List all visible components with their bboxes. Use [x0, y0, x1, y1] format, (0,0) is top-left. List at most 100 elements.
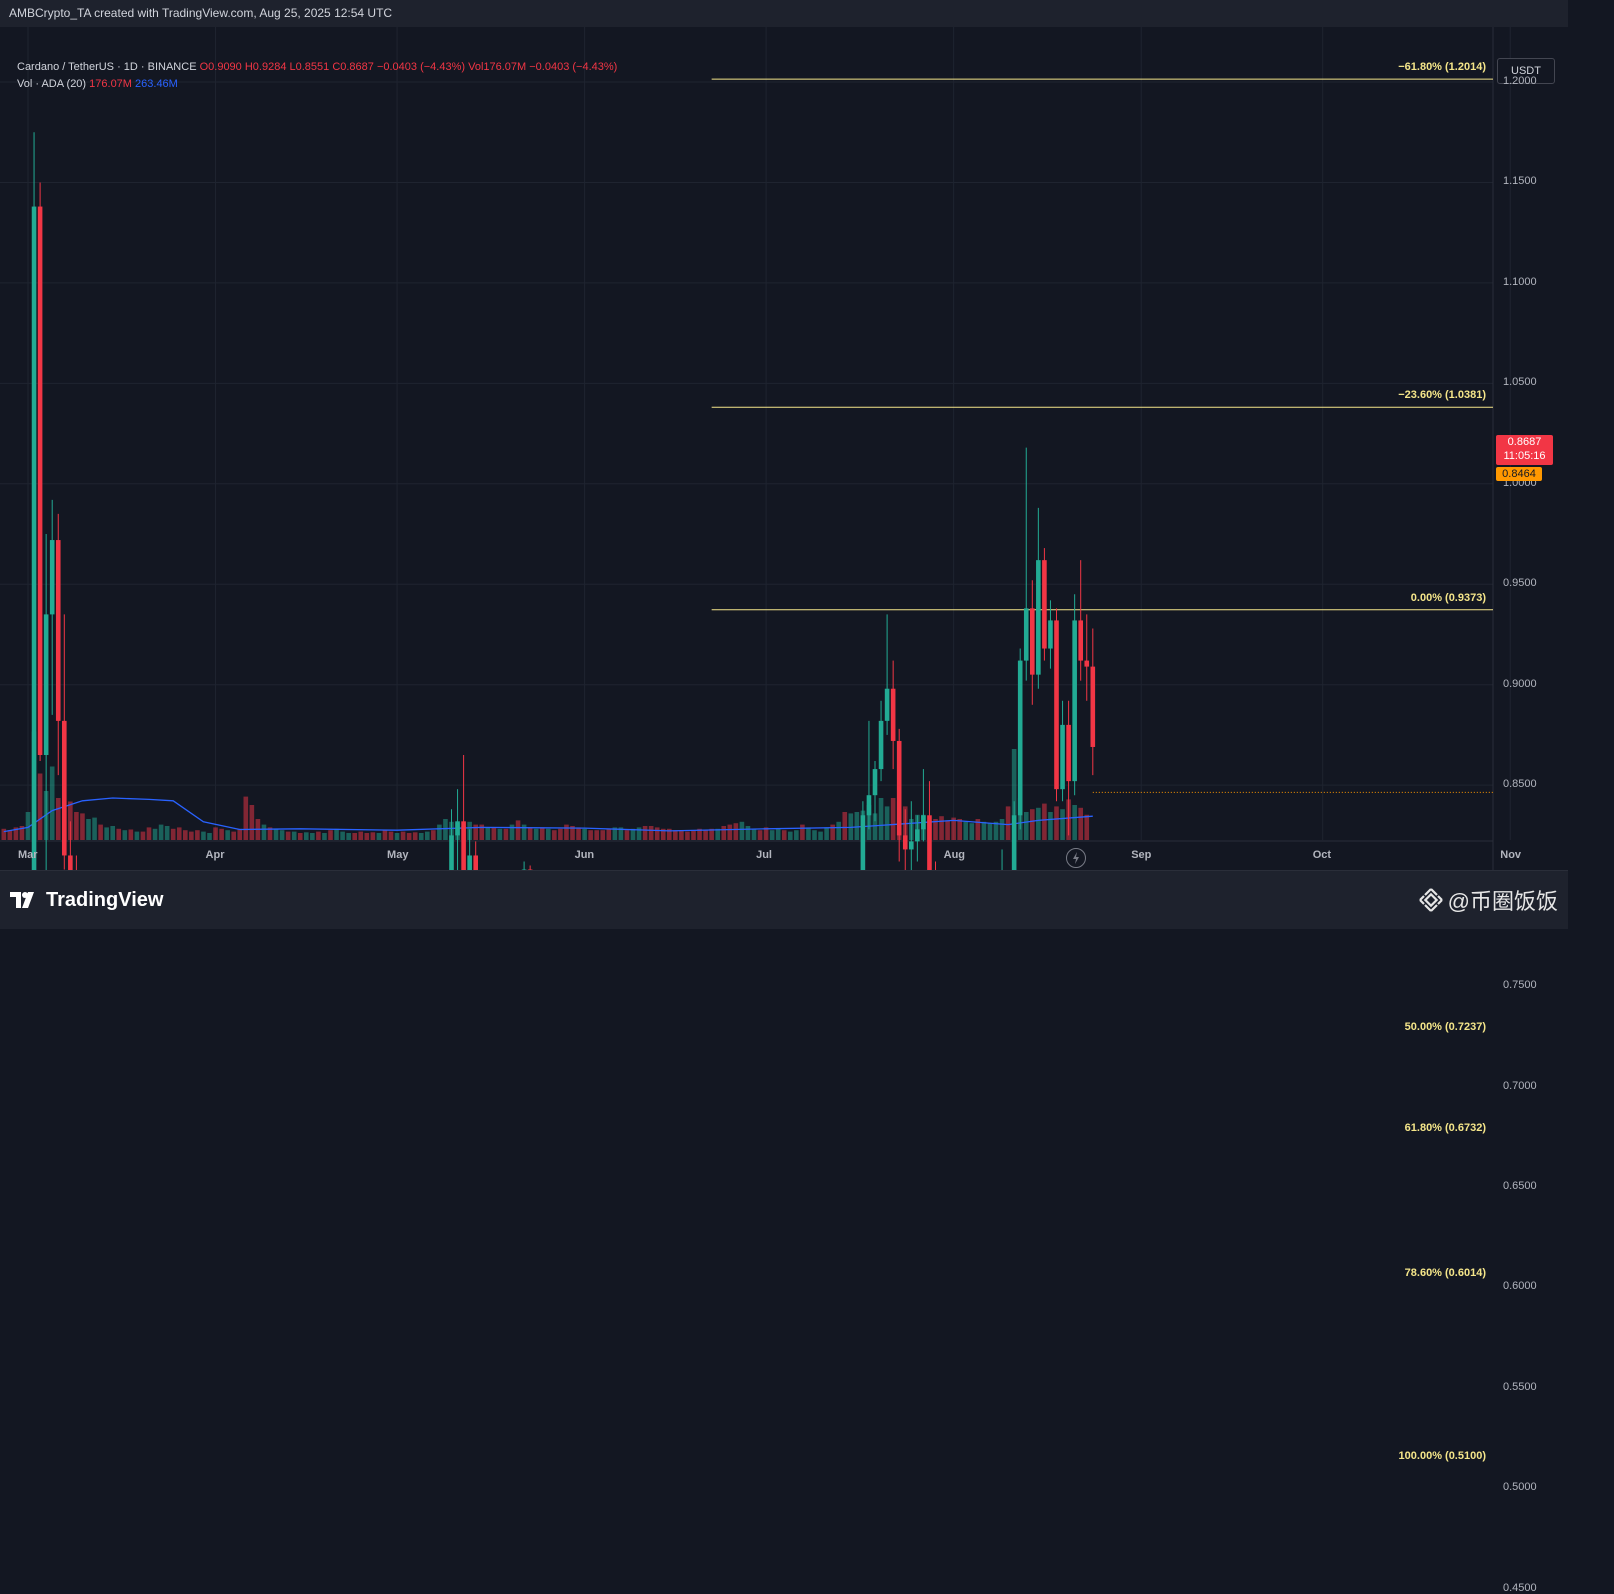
volume-bar — [939, 816, 944, 840]
candle-body — [461, 821, 466, 870]
volume-bar — [945, 820, 950, 840]
legend-volume-label[interactable]: Vol · ADA (20) — [17, 78, 86, 90]
volume-bar — [8, 830, 13, 840]
candle-body — [885, 689, 890, 721]
price-tick-label: 1.2000 — [1503, 75, 1537, 87]
volume-bar — [1024, 812, 1029, 840]
candle — [897, 729, 902, 862]
volume-bar — [728, 825, 733, 840]
binance-diamond-icon — [1418, 887, 1444, 913]
volume-bar — [116, 829, 121, 840]
candle-body — [927, 815, 932, 870]
volume-bar — [407, 833, 412, 840]
candle-body — [1091, 667, 1096, 747]
volume-bar — [552, 830, 557, 840]
volume-bar — [153, 829, 158, 840]
volume-bar — [594, 830, 599, 840]
volume-bar — [213, 827, 218, 840]
tradingview-logo[interactable]: TradingView — [10, 887, 163, 913]
candle — [1036, 508, 1041, 689]
candle-body — [1066, 725, 1071, 781]
volume-bar — [885, 806, 890, 840]
price-tick-label: 1.1000 — [1503, 276, 1537, 288]
fib-label: 100.00% (0.5100) — [1399, 1450, 1486, 1462]
time-tick-label: Jun — [575, 849, 595, 861]
volume-bar — [776, 829, 781, 840]
volume-bar — [183, 830, 188, 840]
volume-bar — [564, 825, 569, 840]
candle — [473, 841, 478, 870]
time-tick-label: Mar — [18, 849, 38, 861]
fib-label: 61.80% (0.6732) — [1405, 1122, 1486, 1134]
volume-bar — [746, 826, 751, 840]
fib-label: 50.00% (0.7237) — [1405, 1021, 1486, 1033]
candle-body — [861, 815, 866, 870]
candle — [885, 614, 890, 735]
volume-bar — [437, 825, 442, 840]
candles — [2, 132, 1096, 870]
legend-symbol[interactable]: Cardano / TetherUS · 1D · BINANCE — [17, 61, 197, 73]
volume-bar — [830, 825, 835, 840]
volume-bar — [401, 832, 406, 840]
volume-bar — [419, 833, 424, 840]
volume-bar — [492, 827, 497, 840]
candle-body — [921, 815, 926, 829]
candle — [1030, 580, 1035, 705]
time-tick-label: Aug — [944, 849, 965, 861]
candle-body — [50, 540, 55, 614]
chart-canvas[interactable] — [0, 27, 1568, 870]
candle-body — [467, 855, 472, 870]
legend-volume-value: 176.07M — [89, 78, 132, 90]
volume-bar — [1072, 805, 1077, 840]
volume-bar — [721, 826, 726, 840]
volume-bar — [141, 832, 146, 840]
volume-bar — [171, 829, 176, 840]
candle — [933, 861, 938, 870]
volume-bar — [818, 832, 823, 840]
volume-bar — [244, 797, 249, 840]
volume-bar — [879, 798, 884, 840]
legend-symbol-row: Cardano / TetherUS · 1D · BINANCE O0.909… — [17, 61, 617, 73]
candle-body — [1072, 620, 1077, 781]
volume-bar — [782, 830, 787, 840]
volume-bar — [280, 830, 285, 840]
volume-bar — [431, 830, 436, 840]
volume-bar — [298, 833, 303, 840]
volume-bar — [824, 827, 829, 840]
replay-bolt-icon[interactable] — [1066, 848, 1086, 868]
volume-bar — [237, 829, 242, 840]
header-bar: AMBCrypto_TA created with TradingView.co… — [0, 0, 1568, 27]
price-tick-label: 0.5000 — [1503, 1481, 1537, 1493]
volume-bar — [207, 833, 212, 840]
candle — [522, 861, 527, 870]
volume-bar — [1030, 809, 1035, 840]
price-tick-label: 0.9500 — [1503, 577, 1537, 589]
candle — [1060, 701, 1065, 801]
volume-bar — [1042, 804, 1047, 840]
volume-bar — [352, 833, 357, 840]
chart-area[interactable]: Cardano / TetherUS · 1D · BINANCE O0.909… — [0, 27, 1568, 870]
candle-body — [1012, 815, 1017, 870]
volume-bar — [836, 822, 841, 840]
volume-bar — [498, 829, 503, 840]
candle-body — [1084, 661, 1089, 667]
volume-bar — [982, 822, 987, 840]
volume-bar — [752, 829, 757, 840]
candle — [1084, 614, 1089, 700]
volume-bar — [201, 832, 206, 840]
volume-bar — [322, 833, 327, 840]
volume-bar — [195, 830, 200, 840]
candle — [62, 614, 67, 869]
volume-bar — [219, 829, 224, 840]
legend-ohlc: O0.9090 H0.9284 L0.8551 C0.8687 −0.0403 … — [200, 61, 465, 73]
volume-bar — [740, 822, 745, 840]
volume-bar — [147, 827, 152, 840]
header-credit: AMBCrypto_TA created with TradingView.co… — [9, 6, 392, 20]
candle-body — [449, 835, 454, 870]
candle-body — [68, 855, 73, 870]
prev-price-tag: 0.8464 — [1496, 467, 1542, 481]
tradingview-brand: TradingView — [46, 889, 163, 912]
volume-bar — [104, 827, 109, 840]
volume-bar — [56, 798, 61, 840]
volume-bar — [74, 812, 79, 840]
